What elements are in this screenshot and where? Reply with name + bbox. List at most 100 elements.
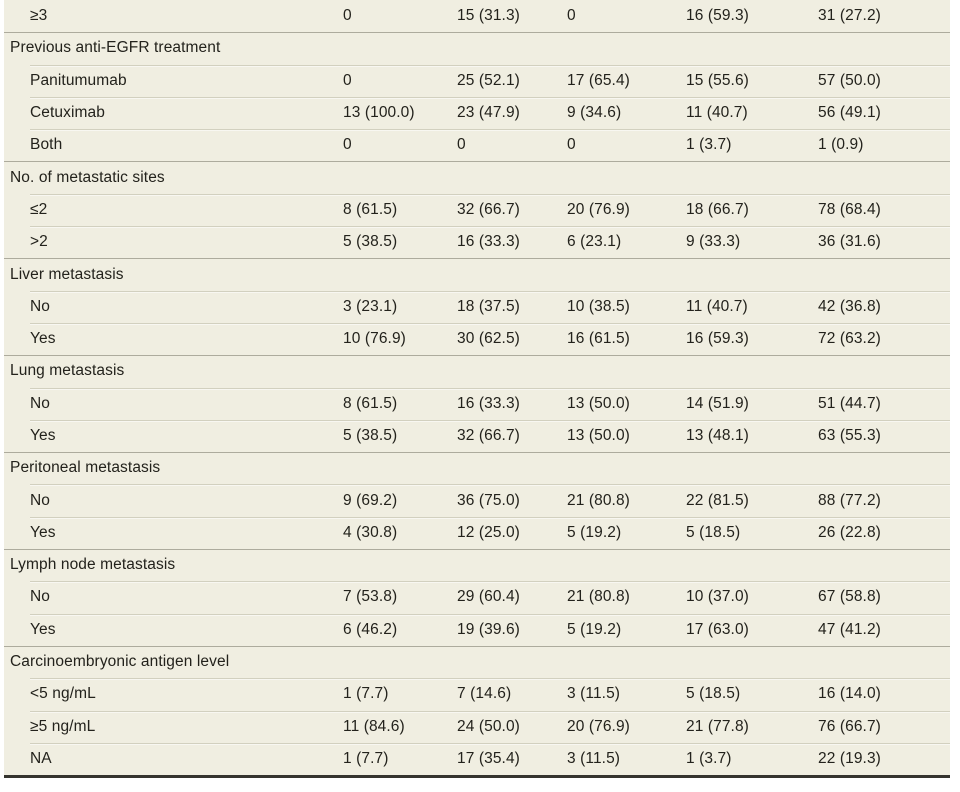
cell-value: 5 (19.2) [567,620,622,638]
cell-value: 57 (50.0) [818,71,881,89]
cell-value: 9 (69.2) [343,491,398,509]
row-label: <5 ng/mL [30,685,96,703]
cell-value: 3 (23.1) [343,297,398,315]
cell-value: 29 (60.4) [457,588,520,606]
cell-value: 0 [343,7,352,25]
section-header-row: Carcinoembryonic antigen level [4,645,950,679]
cell-value: 13 (50.0) [567,394,630,412]
cell-value: 18 (66.7) [686,200,749,218]
cell-value: 21 (77.8) [686,717,749,735]
section-header-row: Lymph node metastasis [4,549,950,582]
table-row: Panitumumab 0 25 (52.1) 17 (65.4) 15 (55.6) 5… [4,64,950,97]
cell-value: 1 (7.7) [343,685,389,703]
cell-value: 1 (3.7) [686,136,732,154]
table-row: Yes 4 (30.8) 12 (25.0) 5 (19.2) 5 (18.5) 26 (… [4,516,950,550]
cell-value: 6 (23.1) [567,233,622,251]
cell-value: 9 (34.6) [567,104,622,122]
cell-value: 0 [343,71,352,89]
row-label: ≥5 ng/mL [30,717,96,735]
cell-value: 32 (66.7) [457,427,520,444]
cell-value: 13 (48.1) [686,427,749,444]
section-header-row: Previous anti-EGFR treatment [4,32,950,65]
table-bottom-rule [4,775,950,778]
cell-value: 14 (51.9) [686,394,749,412]
cell-value: 7 (14.6) [457,685,512,703]
cell-value: 0 [457,136,466,154]
row-label: No [30,491,51,509]
cell-value: 22 (81.5) [686,491,749,509]
cell-value: 1 (7.7) [343,749,389,767]
row-label: No [30,394,51,412]
table-row: ≤2 8 (61.5) 32 (66.7) 20 (76.9) 18 (66.7) 78 … [4,193,950,227]
cell-value: 3 (11.5) [567,685,621,703]
cell-value: 51 (44.7) [818,394,881,412]
cell-value: 18 (37.5) [457,297,520,315]
table-row: Both 0 0 0 1 (3.7) 1 (0.9) [4,129,950,162]
section-header-row: Liver metastasis [4,258,950,291]
section-header-label: Lung metastasis [10,362,125,380]
table-row: No 3 (23.1) 18 (37.5) 10 (38.5) 11 (40.7) 42 … [4,290,950,323]
cell-value: 42 (36.8) [818,297,881,315]
cell-value: 13 (100.0) [343,104,415,122]
section-header-label: Previous anti-EGFR treatment [10,39,221,57]
cell-value: 10 (76.9) [343,330,406,348]
table-row: ≥3 0 15 (31.3) 0 16 (59.3) 31 (27.2) [4,0,950,33]
table-row: No 7 (53.8) 29 (60.4) 21 (80.8) 10 (37.0) 67 … [4,581,950,614]
cell-value: 6 (46.2) [343,620,398,638]
row-label: ≥3 [30,7,48,25]
table-row: ≥5 ng/mL 11 (84.6) 24 (50.0) 20 (76.9) 21 (7… [4,710,950,743]
cell-value: 20 (76.9) [567,717,630,735]
cell-value: 5 (38.5) [343,427,398,444]
table-row: Cetuximab 13 (100.0) 23 (47.9) 9 (34.6) 11 (… [4,96,950,130]
cell-value: 11 (84.6) [343,717,405,735]
cell-value: 26 (22.8) [818,523,881,541]
cell-value: 3 (11.5) [567,749,621,767]
table-row: Yes 5 (38.5) 32 (66.7) 13 (50.0) 13 (48.1) 63… [4,419,950,453]
cell-value: 25 (52.1) [457,71,520,89]
table-row: No 9 (69.2) 36 (75.0) 21 (80.8) 22 (81.5) 88 … [4,484,950,517]
row-label: No [30,588,51,606]
cell-value: 24 (50.0) [457,717,520,735]
row-label: Yes [30,523,56,541]
cell-value: 15 (55.6) [686,71,749,89]
cell-value: 11 (40.7) [686,297,748,315]
cell-value: 0 [343,136,352,154]
cell-value: 23 (47.9) [457,104,520,122]
cell-value: 13 (50.0) [567,427,630,444]
row-label: No [30,297,51,315]
cell-value: 17 (65.4) [567,71,630,89]
cell-value: 5 (18.5) [686,523,741,541]
cell-value: 15 (31.3) [457,7,520,25]
table-row: >2 5 (38.5) 16 (33.3) 6 (23.1) 9 (33.3) 36 (3… [4,226,950,259]
row-label: Yes [30,427,56,444]
cell-value: 4 (30.8) [343,523,398,541]
cell-value: 1 (0.9) [818,136,864,154]
cell-value: 5 (19.2) [567,523,622,541]
section-header-label: Lymph node metastasis [10,556,176,574]
cell-value: 16 (33.3) [457,394,520,412]
cell-value: 0 [567,7,576,25]
section-header-label: Carcinoembryonic antigen level [10,653,230,671]
cell-value: 10 (37.0) [686,588,749,606]
cell-value: 12 (25.0) [457,523,520,541]
cell-value: 88 (77.2) [818,491,881,509]
row-label: Yes [30,620,56,638]
cell-value: 16 (59.3) [686,7,749,25]
cell-value: 5 (38.5) [343,233,398,251]
cell-value: 78 (68.4) [818,200,881,218]
cell-value: 19 (39.6) [457,620,520,638]
row-label: NA [30,749,52,767]
table-row: Yes 10 (76.9) 30 (62.5) 16 (61.5) 16 (59.3) 7… [4,322,950,356]
cell-value: 8 (61.5) [343,200,398,218]
characteristics-table: ≥3 0 15 (31.3) 0 16 (59.3) 31 (27.2) Previous … [4,0,950,776]
cell-value: 16 (14.0) [818,685,881,703]
section-header-row: No. of metastatic sites [4,161,950,194]
cell-value: 63 (55.3) [818,427,881,444]
cell-value: 36 (31.6) [818,233,881,251]
section-header-row: Peritoneal metastasis [4,452,950,485]
cell-value: 32 (66.7) [457,200,520,218]
cell-value: 16 (33.3) [457,233,520,251]
cell-value: 11 (40.7) [686,104,748,122]
cell-value: 67 (58.8) [818,588,881,606]
cell-value: 0 [567,136,576,154]
